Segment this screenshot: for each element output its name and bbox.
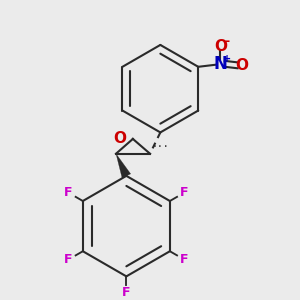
Text: F: F xyxy=(64,253,73,266)
Polygon shape xyxy=(116,154,130,178)
Text: F: F xyxy=(180,186,188,199)
Text: ···: ··· xyxy=(152,142,169,152)
Text: O: O xyxy=(235,58,248,73)
Text: +: + xyxy=(224,53,232,64)
Text: F: F xyxy=(122,286,130,299)
Text: N: N xyxy=(214,55,227,73)
Text: O: O xyxy=(114,130,127,146)
Text: -: - xyxy=(224,35,230,49)
Text: F: F xyxy=(64,186,73,199)
Text: F: F xyxy=(180,253,188,266)
Text: O: O xyxy=(214,39,227,54)
